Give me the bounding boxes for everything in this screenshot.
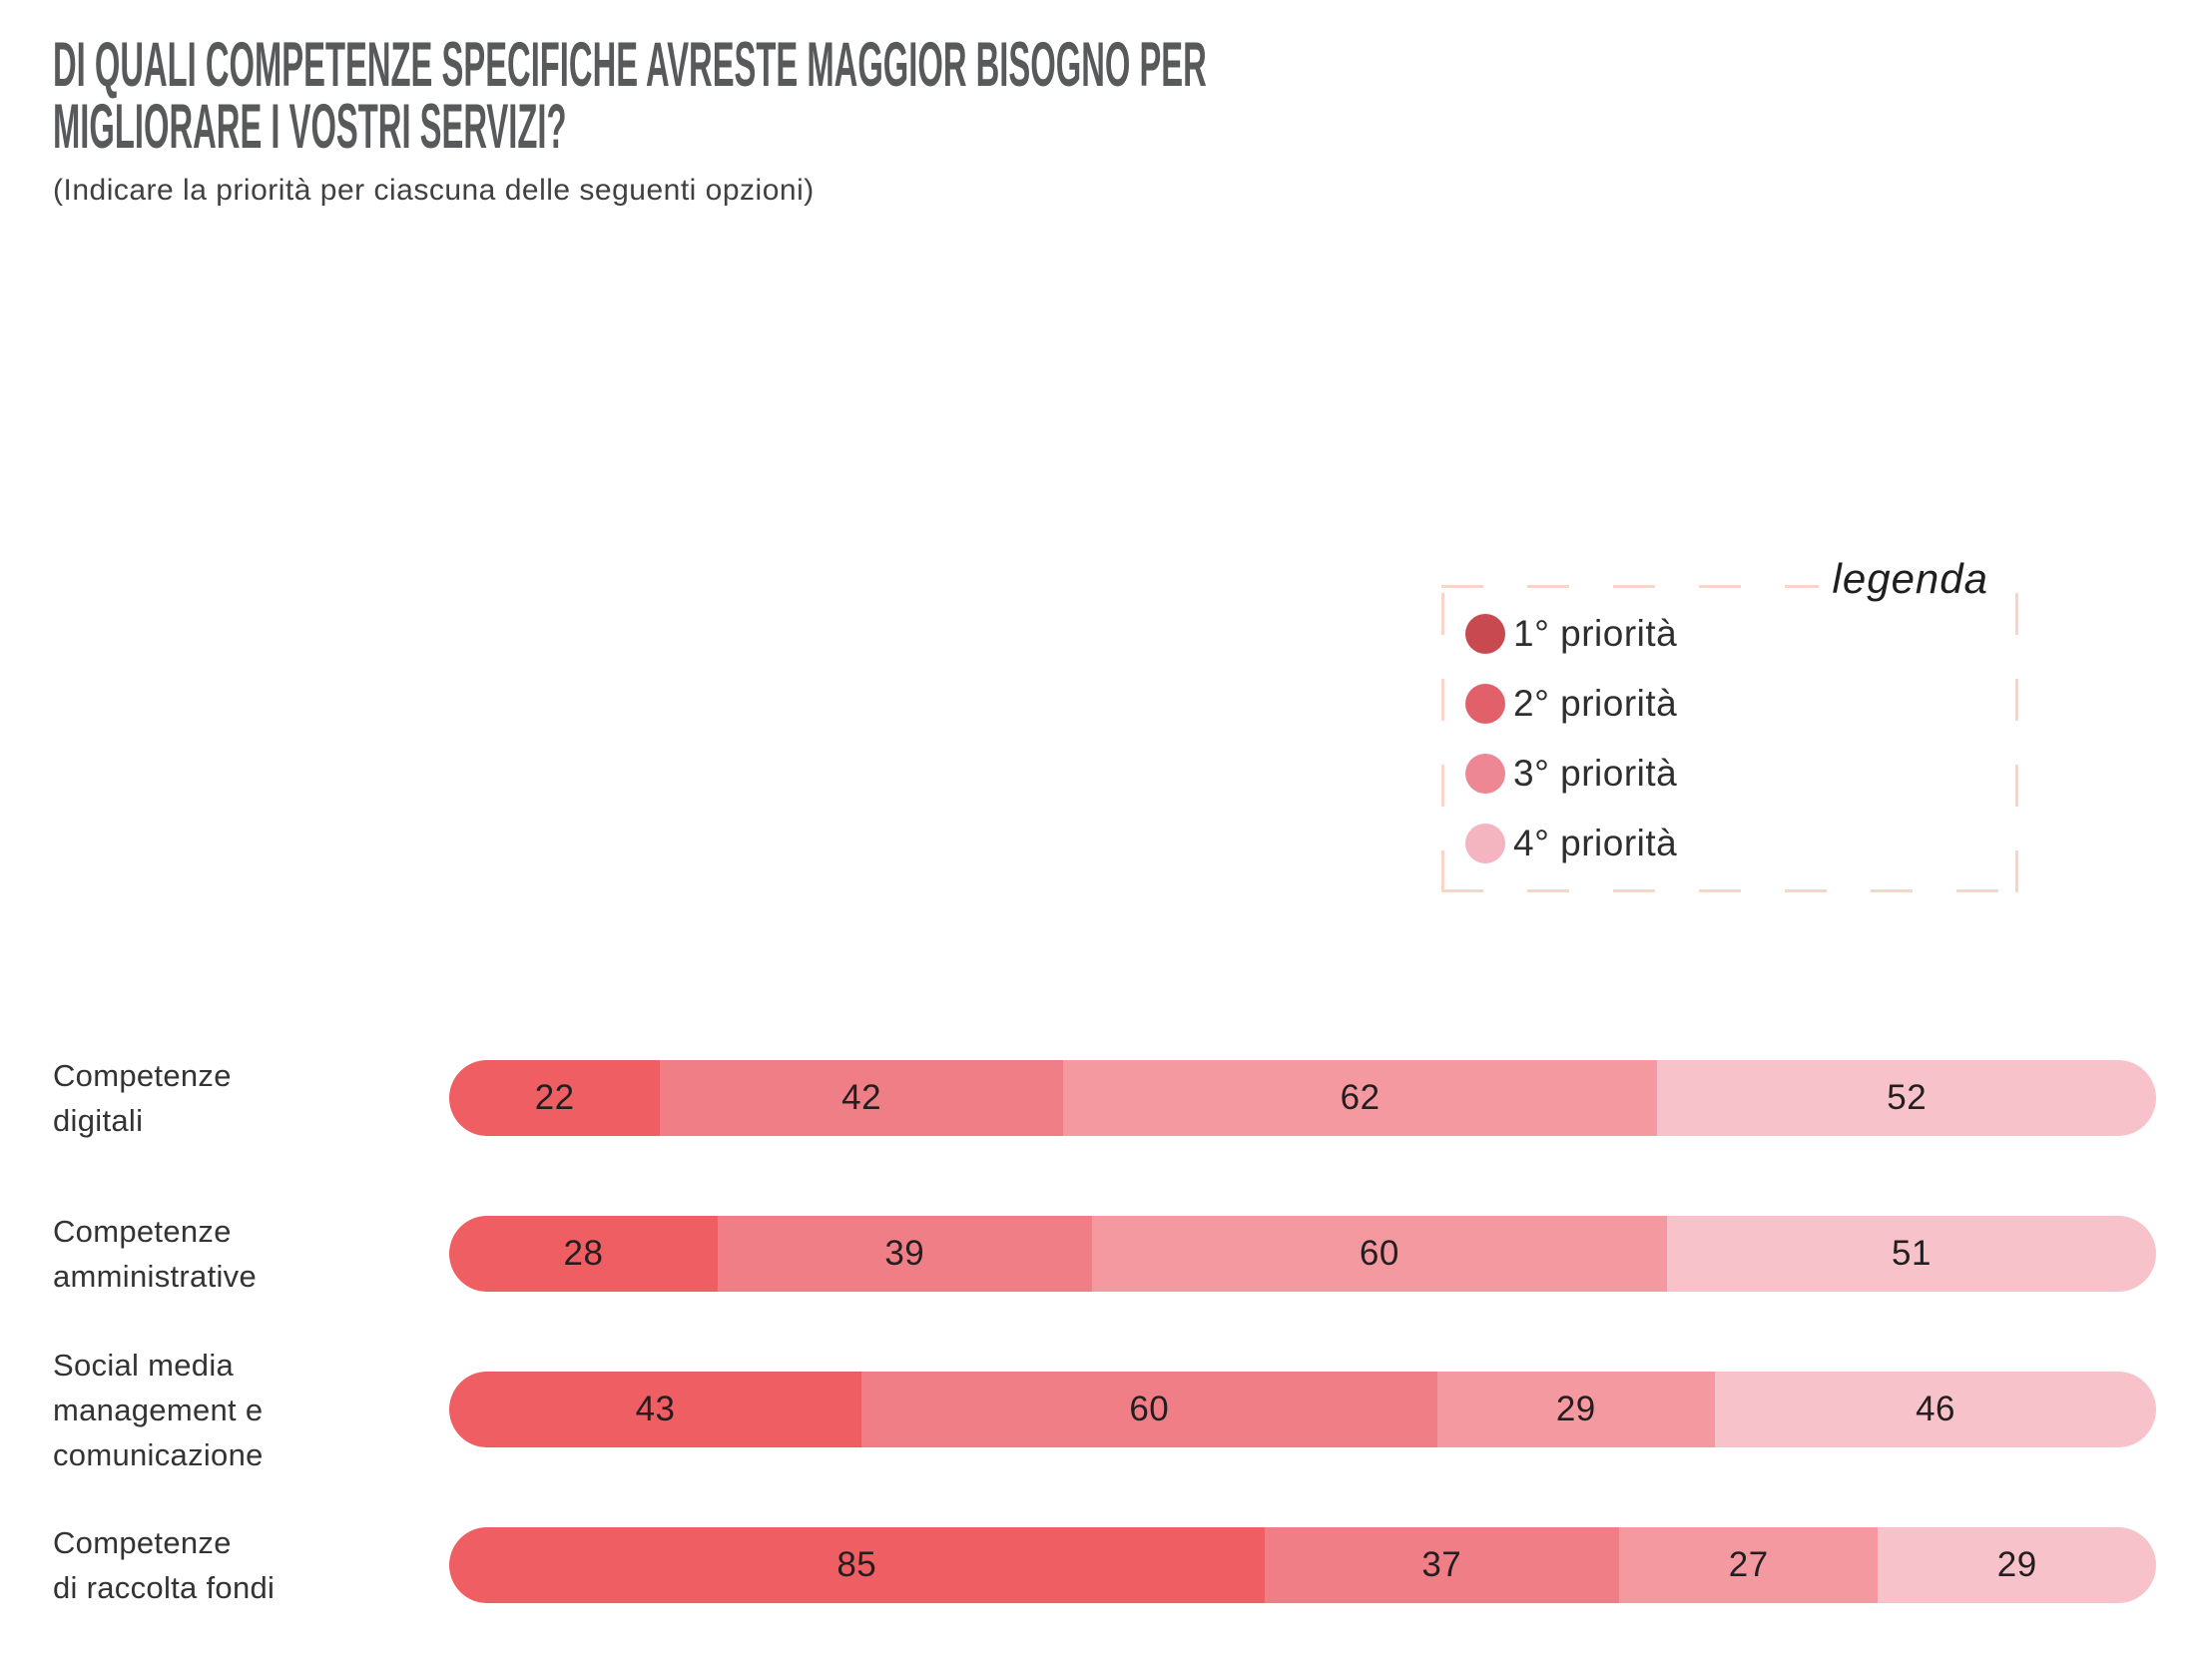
bar-segment: 42: [660, 1060, 1063, 1136]
bar-value: 60: [1129, 1390, 1170, 1428]
category-label-line: Social media: [53, 1347, 235, 1383]
legend-items: 1° priorità 2° priorità 3° priorità 4° p…: [1441, 585, 2018, 864]
category-label: Competenze di raccolta fondi: [53, 1520, 449, 1610]
bar-value: 29: [1555, 1390, 1596, 1428]
legend-item: 1° priorità: [1465, 613, 2018, 655]
page-title: DI QUALI COMPETENZE SPECIFICHE AVRESTE M…: [53, 30, 1207, 162]
bar-segment: 28: [449, 1216, 718, 1292]
legend-item-label: 4° priorità: [1513, 823, 1678, 863]
legend-item-label: 1° priorità: [1513, 613, 1678, 654]
legend-title: legenda: [1818, 555, 2002, 603]
bar-value: 22: [534, 1078, 575, 1117]
priority-4-dot-icon: [1465, 824, 1505, 863]
category-label-line: management e: [53, 1392, 264, 1427]
bar-segment: 43: [449, 1372, 862, 1447]
bar-segment: 60: [861, 1372, 1437, 1447]
bar-value: 43: [635, 1390, 676, 1428]
bar-value: 85: [836, 1545, 877, 1584]
category-label-line: Competenze: [53, 1214, 232, 1249]
chart-row: Social media management e comunicazione 43 6…: [53, 1348, 2156, 1472]
priority-1-dot-icon: [1465, 614, 1505, 654]
category-label-line: di raccolta fondi: [53, 1570, 276, 1605]
category-label: Competenze amministrative: [53, 1209, 449, 1299]
stacked-bar: 22 42 62 52: [449, 1060, 2156, 1136]
bar-segment: 37: [1264, 1527, 1620, 1603]
legend-item: 2° priorità: [1465, 683, 2018, 725]
bar-segment: 62: [1062, 1060, 1658, 1136]
category-label: Social media management e comunicazione: [53, 1343, 449, 1477]
bar-value: 42: [841, 1078, 882, 1117]
bar-segment: 29: [1878, 1527, 2156, 1603]
page-title-line-2: MIGLIORARE I VOSTRI SERVIZI?: [53, 92, 567, 162]
bar-value: 29: [1996, 1545, 2037, 1584]
header: DI QUALI COMPETENZE SPECIFICHE AVRESTE M…: [53, 34, 2212, 208]
bar-segment: 51: [1667, 1216, 2156, 1292]
category-label: Competenze digitali: [53, 1053, 449, 1143]
page-subtitle: (Indicare la priorità per ciascuna delle…: [53, 174, 815, 207]
category-label-line: amministrative: [53, 1259, 258, 1294]
bar-segment: 46: [1715, 1372, 2156, 1447]
category-label-line: digitali: [53, 1103, 144, 1138]
bar-segment: 29: [1436, 1372, 1716, 1447]
priority-2-dot-icon: [1465, 684, 1505, 724]
priority-3-dot-icon: [1465, 754, 1505, 794]
bar-value: 39: [884, 1234, 925, 1273]
bar-value: 46: [1916, 1390, 1956, 1428]
legend-item: 3° priorità: [1465, 753, 2018, 795]
bar-value: 27: [1728, 1545, 1769, 1584]
bar-value: 51: [1892, 1234, 1932, 1273]
stacked-bar-chart: Competenze digitali 22 42 62 52 Competenze ammi…: [53, 1058, 2156, 1680]
bar-value: 37: [1421, 1545, 1462, 1584]
legend: legenda 1° priorità 2° priorità 3° prior…: [1441, 555, 2018, 892]
page-title-line-1: DI QUALI COMPETENZE SPECIFICHE AVRESTE M…: [53, 30, 1207, 100]
legend-item-label: 3° priorità: [1513, 753, 1678, 794]
bar-segment: 85: [449, 1527, 1265, 1603]
bar-segment: 52: [1657, 1060, 2156, 1136]
chart-row: Competenze di raccolta fondi 85 37 27 29: [53, 1525, 2156, 1605]
bar-value: 52: [1887, 1078, 1928, 1117]
category-label-line: Competenze: [53, 1058, 232, 1093]
chart-row: Competenze digitali 22 42 62 52: [53, 1058, 2156, 1138]
category-label-line: comunicazione: [53, 1436, 264, 1472]
category-label-line: Competenze: [53, 1525, 232, 1560]
bar-value: 60: [1359, 1234, 1399, 1273]
bar-segment: 60: [1091, 1216, 1668, 1292]
bar-segment: 27: [1619, 1527, 1879, 1603]
stacked-bar: 43 60 29 46: [449, 1372, 2156, 1447]
stacked-bar: 28 39 60 51: [449, 1216, 2156, 1292]
stacked-bar: 85 37 27 29: [449, 1527, 2156, 1603]
bar-value: 28: [563, 1234, 604, 1273]
bar-segment: 39: [717, 1216, 1092, 1292]
chart-row: Competenze amministrative 28 39 60 51: [53, 1214, 2156, 1294]
bar-segment: 22: [449, 1060, 661, 1136]
bar-value: 62: [1340, 1078, 1381, 1117]
legend-item: 4° priorità: [1465, 823, 2018, 864]
legend-item-label: 2° priorità: [1513, 683, 1678, 724]
